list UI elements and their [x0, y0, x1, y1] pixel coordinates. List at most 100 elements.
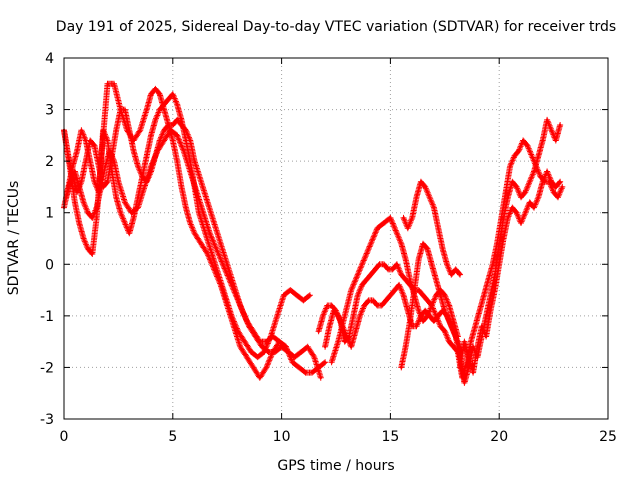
data-point — [206, 201, 209, 204]
data-point — [443, 293, 447, 297]
data-point — [104, 165, 107, 168]
data-point — [212, 221, 216, 225]
data-point — [489, 309, 492, 313]
data-point — [421, 293, 425, 297]
data-point — [143, 185, 146, 189]
data-point — [554, 139, 558, 142]
data-point — [149, 170, 153, 173]
data-point — [171, 92, 175, 96]
data-point — [421, 319, 425, 323]
data-point — [304, 371, 307, 374]
data-point — [376, 304, 379, 307]
data-point — [391, 268, 394, 271]
data-point — [325, 304, 329, 307]
y-tick-label: -2 — [40, 360, 54, 376]
data-point — [145, 108, 148, 111]
data-point — [154, 154, 157, 158]
data-point — [528, 201, 531, 204]
data-point — [106, 82, 109, 86]
data-point — [397, 283, 401, 287]
y-tick-label: 3 — [45, 103, 54, 119]
data-point — [508, 165, 512, 168]
data-point — [362, 304, 366, 307]
data-point — [323, 360, 327, 364]
data-point — [123, 221, 127, 225]
data-point — [141, 175, 144, 178]
data-point — [500, 216, 503, 220]
data-point — [399, 366, 403, 369]
x-tick-label: 15 — [381, 429, 399, 445]
data-point — [154, 87, 157, 91]
data-point — [127, 232, 131, 235]
data-point — [515, 185, 518, 189]
series-markers — [61, 80, 329, 381]
data-point — [378, 262, 381, 266]
data-point — [426, 299, 429, 302]
data-point — [158, 139, 162, 142]
data-point — [452, 319, 455, 323]
data-point — [480, 324, 484, 328]
data-point — [373, 268, 377, 271]
data-point — [515, 211, 518, 215]
data-point — [256, 355, 259, 359]
data-point — [332, 309, 336, 313]
data-point — [199, 242, 203, 245]
data-point — [221, 262, 225, 266]
data-point — [149, 134, 153, 137]
data-point — [495, 242, 499, 245]
data-point — [513, 154, 516, 158]
data-point — [206, 252, 209, 256]
data-point — [343, 340, 347, 343]
data-point — [101, 185, 105, 189]
data-point — [112, 82, 116, 86]
data-point — [328, 324, 331, 328]
data-point — [88, 159, 92, 163]
data-point — [154, 118, 157, 122]
y-tick-label: 0 — [45, 257, 54, 273]
data-point — [447, 304, 451, 307]
data-point — [402, 293, 405, 297]
data-point — [545, 118, 549, 122]
series-track-d — [61, 106, 289, 350]
data-point — [463, 381, 466, 385]
data-point — [362, 257, 366, 261]
data-point — [149, 92, 153, 96]
data-point — [273, 350, 277, 354]
data-point — [291, 360, 294, 364]
data-point — [345, 335, 349, 338]
data-point — [132, 149, 135, 153]
data-point — [114, 195, 118, 199]
data-point — [458, 273, 462, 276]
data-point — [406, 226, 410, 230]
data-point — [395, 262, 399, 266]
x-tick-label: 5 — [168, 429, 177, 445]
data-point — [319, 376, 323, 380]
data-point — [295, 293, 299, 297]
data-point — [106, 180, 109, 184]
data-point — [217, 273, 220, 276]
data-point — [208, 232, 212, 235]
data-point — [193, 159, 196, 163]
data-point — [171, 123, 175, 127]
data-point — [271, 335, 275, 338]
data-point — [199, 180, 203, 184]
data-point — [367, 299, 370, 302]
data-point — [184, 206, 188, 209]
data-point — [556, 195, 560, 199]
data-point — [267, 350, 270, 354]
data-point — [436, 226, 440, 230]
data-point — [88, 139, 92, 142]
data-point — [167, 123, 170, 127]
series-track-k — [454, 137, 566, 381]
data-point — [471, 371, 475, 374]
data-point — [558, 123, 562, 127]
data-point — [537, 195, 540, 199]
data-point — [258, 340, 262, 343]
data-point — [380, 304, 383, 307]
data-point — [534, 165, 538, 168]
data-point — [360, 283, 364, 287]
data-point — [77, 221, 81, 225]
data-point — [460, 376, 464, 380]
